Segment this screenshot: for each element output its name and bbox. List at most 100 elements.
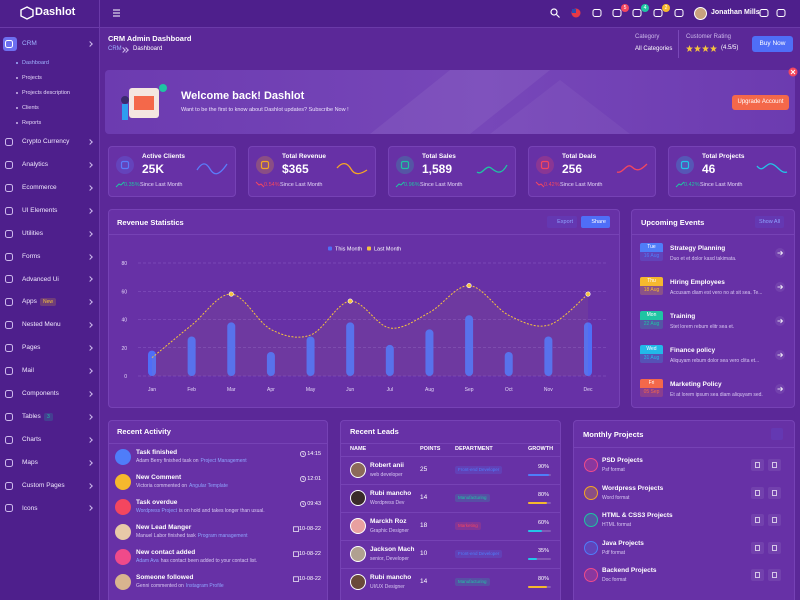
lead-growth: 60% xyxy=(537,519,549,526)
menu-item[interactable]: Tables xyxy=(22,412,41,420)
menu-item[interactable]: Mail xyxy=(22,367,34,375)
header-icon[interactable] xyxy=(612,8,622,18)
header-icon[interactable] xyxy=(632,8,642,18)
menu-item[interactable]: Crypto Currency xyxy=(22,138,70,146)
menu-icon-shape xyxy=(5,183,13,192)
event-day: Mon xyxy=(640,311,663,320)
star xyxy=(710,45,717,52)
project-action[interactable] xyxy=(751,459,764,471)
upgrade-button[interactable]: Upgrade Account xyxy=(732,95,789,110)
project-action[interactable] xyxy=(768,541,781,554)
calendar-icon xyxy=(293,526,299,532)
menu-item[interactable]: Maps xyxy=(22,458,38,466)
menu-item[interactable]: Pages xyxy=(22,344,41,352)
header-icon[interactable] xyxy=(653,8,663,18)
event-arrow[interactable] xyxy=(775,248,785,258)
trend-arrow-path xyxy=(395,181,405,188)
line-series xyxy=(151,285,589,359)
menu-item[interactable]: Charts xyxy=(22,435,42,443)
menu-item[interactable]: Forms xyxy=(22,252,41,260)
lead-name: Rubi mancho xyxy=(370,490,412,498)
event-arrow[interactable] xyxy=(775,316,785,326)
project-action[interactable] xyxy=(751,541,764,554)
row-divider xyxy=(341,540,560,541)
activity-link[interactable]: Angular Template xyxy=(189,483,228,489)
submenu-item[interactable]: Projects xyxy=(22,74,42,81)
close-button[interactable] xyxy=(788,67,798,77)
user-name[interactable]: Jonathan Mills xyxy=(711,8,760,16)
project-name[interactable]: Wordpress Projects xyxy=(602,484,664,492)
project-action[interactable] xyxy=(768,569,781,581)
submenu-item[interactable]: Projects description xyxy=(22,89,70,96)
header-icon[interactable] xyxy=(592,8,602,18)
menu-toggle[interactable] xyxy=(113,9,121,17)
project-action[interactable] xyxy=(751,569,764,581)
event-title[interactable]: Training xyxy=(670,313,696,321)
menu-icon xyxy=(5,298,13,307)
event-arrow[interactable] xyxy=(775,282,785,292)
stat-icon-glyph xyxy=(260,160,270,170)
project-action[interactable] xyxy=(751,486,764,499)
activity-link[interactable]: Instagram Profile xyxy=(185,583,224,589)
bar xyxy=(465,315,474,376)
header-icon[interactable] xyxy=(550,8,560,18)
menu-item[interactable]: Custom Pages xyxy=(22,481,65,489)
project-name[interactable]: Backend Projects xyxy=(602,567,657,575)
export-button[interactable]: Export xyxy=(547,216,577,228)
project-action[interactable] xyxy=(768,514,781,526)
menu-item[interactable]: Ecommerce xyxy=(22,183,57,191)
submenu-item[interactable]: Reports xyxy=(22,119,42,126)
legend-label: This Month xyxy=(335,247,362,253)
category-value[interactable]: All Categories xyxy=(635,46,673,53)
project-name[interactable]: HTML & CSS3 Projects xyxy=(602,512,673,520)
trend-arrow xyxy=(675,181,685,188)
menu-item[interactable]: UI Elements xyxy=(22,206,58,214)
activity-link[interactable]: Adam Ava xyxy=(136,558,159,564)
menu-item[interactable]: Advanced Ui xyxy=(22,275,59,283)
menu-item[interactable]: Analytics xyxy=(22,161,49,168)
trend-arrow-path xyxy=(535,181,545,188)
sparkline-path xyxy=(756,163,788,173)
project-action[interactable] xyxy=(768,459,781,471)
submenu-item[interactable]: Clients xyxy=(22,104,39,111)
sparkline xyxy=(336,162,368,175)
project-action[interactable] xyxy=(768,486,781,499)
trend-arrow xyxy=(115,181,125,188)
menu-item[interactable]: Icons xyxy=(22,504,38,512)
share-button[interactable]: Share xyxy=(581,216,610,228)
menu-item[interactable]: CRM xyxy=(22,40,37,48)
event-arrow[interactable] xyxy=(775,384,785,394)
department-pill: Front-end Developer xyxy=(455,550,503,558)
buy-now-button[interactable]: Buy Now xyxy=(752,36,793,52)
project-name[interactable]: Java Projects xyxy=(602,539,644,547)
event-arrow[interactable] xyxy=(775,350,785,360)
icon-shape xyxy=(632,9,642,17)
project-name[interactable]: PSD Projects xyxy=(602,457,643,465)
header-icon[interactable] xyxy=(759,8,769,18)
department-pill: Manufacturing xyxy=(455,578,490,586)
project-action[interactable] xyxy=(751,514,764,526)
menu-item[interactable]: Apps xyxy=(22,298,37,306)
breadcrumb-link[interactable]: CRM xyxy=(108,46,122,53)
menu-item[interactable]: Utilities xyxy=(22,229,43,237)
event-title[interactable]: Finance policy xyxy=(670,347,716,355)
activity-link[interactable]: Program management xyxy=(197,533,248,539)
activity-link[interactable]: Wordpress Project xyxy=(136,508,178,514)
header-icon[interactable] xyxy=(674,8,684,18)
activity-link[interactable]: Project Management xyxy=(200,458,247,464)
action-bg xyxy=(751,541,764,554)
show-all-button[interactable]: Show All xyxy=(755,216,784,228)
stat-value: 25K xyxy=(142,161,165,176)
event-title[interactable]: Hiring Employees xyxy=(670,279,725,287)
stat-icon-bg xyxy=(256,156,274,174)
lead-name: Robert anii xyxy=(370,462,404,470)
submenu-item[interactable]: Dashboard xyxy=(22,59,49,66)
header-icon[interactable] xyxy=(776,8,786,18)
event-title[interactable]: Strategy Planning xyxy=(670,245,726,253)
header-icon[interactable] xyxy=(571,8,581,18)
event-title[interactable]: Marketing Policy xyxy=(670,381,722,389)
menu-icon-shape xyxy=(5,435,13,444)
menu-item[interactable]: Components xyxy=(22,390,59,397)
activity-card xyxy=(108,420,328,600)
menu-item[interactable]: Nested Menu xyxy=(22,321,61,329)
